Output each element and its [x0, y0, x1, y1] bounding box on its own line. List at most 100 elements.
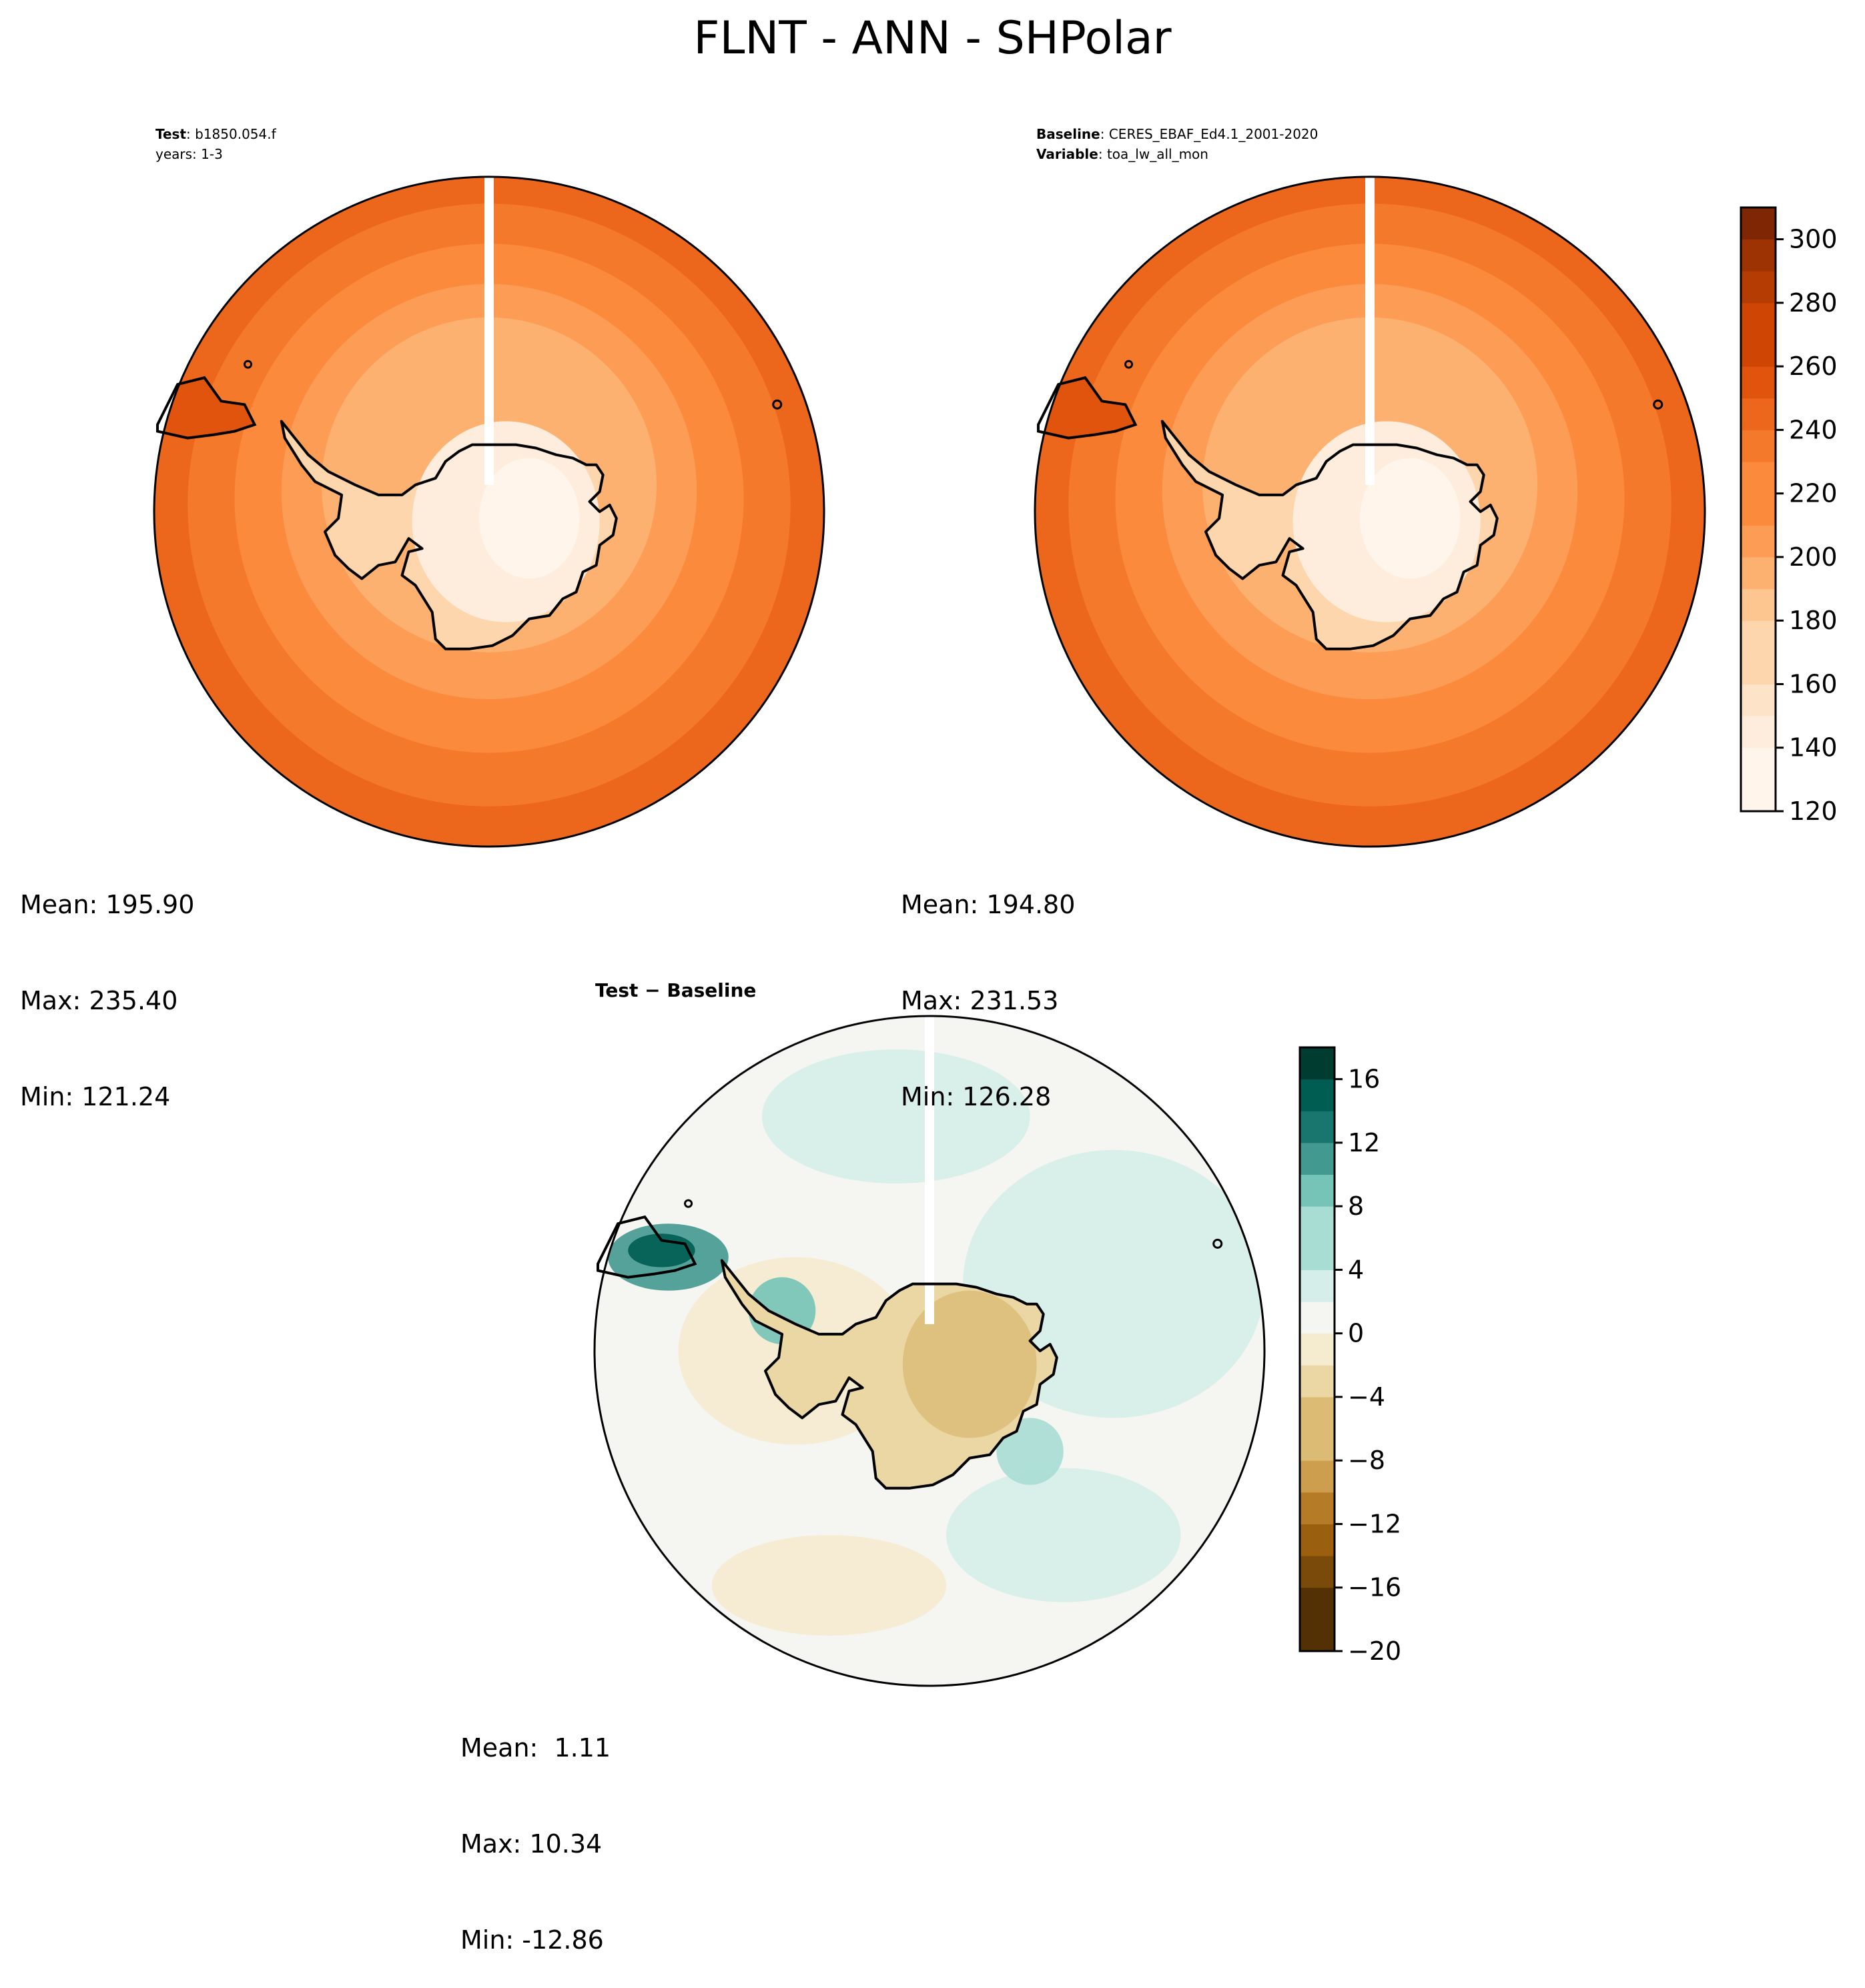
- abs-tick-label-0: 120: [1789, 797, 1838, 826]
- difference-south-america-coast: [597, 1215, 697, 1279]
- abs-tick-label-9: 300: [1789, 225, 1838, 254]
- abs-tick-label-8: 280: [1789, 288, 1838, 318]
- diff-tick-label-3: −8: [1348, 1446, 1385, 1475]
- difference-blob-2: [762, 1049, 1030, 1183]
- diff-segment-9: [1300, 1333, 1335, 1366]
- baseline-max: Max: 231.53: [901, 986, 1059, 1015]
- difference-mean: Mean: 1.11: [460, 1733, 611, 1763]
- abs-segment-12: [1741, 398, 1776, 430]
- abs-frame: [1740, 206, 1777, 813]
- diff-segment-15: [1300, 1142, 1335, 1175]
- baseline-map-group: [1034, 175, 1706, 848]
- baseline-mean: Mean: 194.80: [901, 890, 1076, 919]
- baseline-label-key: Baseline: [1036, 126, 1100, 142]
- abs-segment-10: [1741, 462, 1776, 494]
- test-seam: [484, 177, 494, 485]
- abs-segment-4: [1741, 652, 1776, 684]
- diff-segment-11: [1300, 1270, 1335, 1302]
- abs-segment-16: [1741, 271, 1776, 304]
- diff-tick-label-5: 0: [1348, 1319, 1364, 1348]
- diff-segment-10: [1300, 1302, 1335, 1334]
- diff-tick-label-4: −4: [1348, 1382, 1385, 1412]
- difference-max: Max: 10.34: [460, 1829, 603, 1859]
- test-coastline: [280, 420, 618, 650]
- diff-segment-6: [1300, 1428, 1335, 1461]
- test-mean: Mean: 195.90: [20, 890, 195, 919]
- abs-segment-9: [1741, 493, 1776, 526]
- diff-tick-label-2: −12: [1348, 1509, 1401, 1538]
- test-south-america-coast: [156, 376, 257, 440]
- abs-segment-3: [1741, 684, 1776, 716]
- baseline-stats: Mean: 194.80 Max: 231.53 Min: 126.28: [901, 825, 1075, 1145]
- test-clipped: [154, 177, 824, 847]
- abs-tick-label-1: 140: [1789, 733, 1838, 763]
- difference-boundary: [593, 1015, 1266, 1687]
- diff-tick-label-0: −20: [1348, 1636, 1401, 1666]
- baseline-boundary: [1034, 175, 1706, 848]
- baseline-case-name: CERES_EBAF_Ed4.1_2001-2020: [1108, 126, 1319, 142]
- abs-segment-13: [1741, 366, 1776, 399]
- baseline-metadata: Baseline: CERES_EBAF_Ed4.1_2001-2020 Var…: [1036, 126, 1319, 162]
- difference-coastline: [720, 1259, 1058, 1490]
- diff-segment-18: [1300, 1047, 1335, 1080]
- abs-segment-2: [1741, 716, 1776, 749]
- diff-segment-14: [1300, 1174, 1335, 1207]
- abs-tick-label-3: 180: [1789, 606, 1838, 635]
- abs-tick-label-4: 200: [1789, 542, 1838, 572]
- variable-name: toa_lw_all_mon: [1106, 146, 1208, 162]
- difference-blob-3: [946, 1468, 1181, 1602]
- diff-segment-13: [1300, 1206, 1335, 1239]
- test-map-group: [153, 175, 825, 848]
- test-polar-map: 120140160180200220240260280300−20−16−12−…: [153, 175, 1838, 1687]
- baseline-south-america-coast: [1037, 376, 1138, 440]
- baseline-island-2: [1124, 360, 1134, 369]
- difference-title: Test − Baseline: [595, 979, 757, 1001]
- difference-seam: [925, 1016, 934, 1324]
- diff-segment-2: [1300, 1556, 1335, 1588]
- diff-segment-7: [1300, 1396, 1335, 1430]
- difference-clipped: [595, 1016, 1264, 1686]
- abs-segment-14: [1741, 334, 1776, 367]
- test-case-name: b1850.054.f: [195, 126, 276, 142]
- test-years: years: 1-3: [155, 146, 223, 162]
- abs-segment-18: [1741, 207, 1776, 240]
- test-island-2: [244, 360, 253, 369]
- test-label-key: Test: [155, 126, 187, 142]
- diff-colorbar: −20 −16 −12 −8 −4 0 4 8 12 16: [1298, 1046, 1401, 1666]
- test-plateau-core: [478, 458, 580, 579]
- diff-tick-label-8: 12: [1348, 1128, 1380, 1157]
- difference-interior: [902, 1290, 1037, 1438]
- abs-segment-17: [1741, 239, 1776, 272]
- baseline-south-america-fill: [1038, 378, 1136, 438]
- baseline-min: Min: 126.28: [901, 1082, 1052, 1111]
- abs-segment-15: [1741, 302, 1776, 336]
- diff-segment-17: [1300, 1079, 1335, 1111]
- difference-island-1: [1212, 1238, 1223, 1249]
- baseline-seam: [1365, 177, 1375, 485]
- abs-segment-1: [1741, 747, 1776, 780]
- figure-title: FLNT - ANN - SHPolar: [693, 12, 1172, 65]
- diff-segment-12: [1300, 1237, 1335, 1270]
- diff-segment-1: [1300, 1587, 1335, 1620]
- difference-stats: Mean: 1.11 Max: 10.34 Min: -12.86: [460, 1668, 611, 1988]
- test-max: Max: 235.40: [20, 986, 178, 1015]
- test-stats: Mean: 195.90 Max: 235.40 Min: 121.24: [20, 825, 194, 1145]
- abs-segment-0: [1741, 779, 1776, 812]
- abs-colorbar: 120 140 160 180 200 220 240 260 280 300: [1740, 206, 1838, 826]
- abs-tick-label-6: 240: [1789, 415, 1838, 444]
- diff-segment-0: [1300, 1619, 1335, 1652]
- variable-label-key: Variable: [1036, 146, 1098, 162]
- test-metadata: Test: b1850.054.f years: 1-3: [155, 124, 276, 164]
- abs-segment-8: [1741, 525, 1776, 558]
- difference-blob-4: [711, 1535, 947, 1636]
- diff-tick-label-6: 4: [1348, 1255, 1364, 1284]
- diff-tick-label-9: 16: [1348, 1065, 1380, 1094]
- difference-min: Min: -12.86: [460, 1925, 604, 1955]
- baseline-plateau-core: [1359, 458, 1461, 579]
- baseline-coastline: [1160, 420, 1499, 650]
- diff-segment-4: [1300, 1492, 1335, 1524]
- abs-tick-label-7: 260: [1789, 352, 1838, 381]
- baseline-clipped: [1035, 177, 1705, 847]
- difference-blob-8: [996, 1418, 1064, 1485]
- difference-island-2: [684, 1199, 693, 1208]
